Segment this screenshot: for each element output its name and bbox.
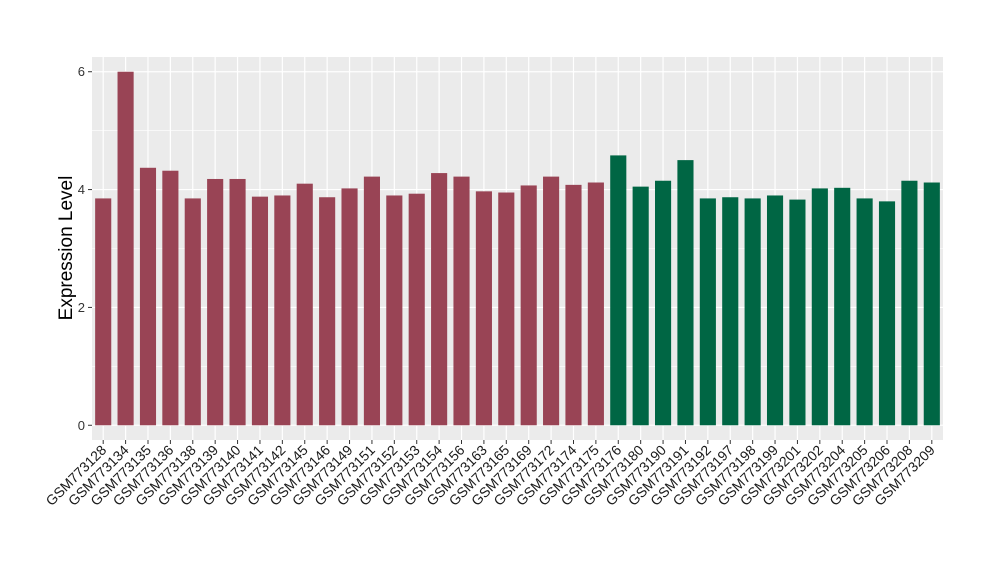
bar-GSM773191: [677, 160, 694, 426]
bar-GSM773205: [856, 198, 873, 426]
bar-GSM773140: [229, 178, 246, 426]
bar-GSM773139: [207, 178, 224, 426]
bar-GSM773145: [296, 183, 313, 426]
bar-GSM773199: [766, 195, 784, 426]
bar-GSM773206: [878, 201, 896, 426]
bar-GSM773142: [274, 195, 291, 426]
bar-GSM773152: [386, 195, 403, 426]
y-tick-label: 2: [78, 300, 85, 315]
bar-GSM773165: [498, 192, 515, 426]
bar-GSM773180: [632, 186, 649, 426]
x-axis: GSM773128GSM773134GSM773135GSM773136GSM7…: [42, 440, 938, 509]
bar-GSM773198: [744, 198, 761, 426]
bar-GSM773174: [565, 184, 582, 426]
bar-GSM773151: [363, 176, 380, 426]
bar-GSM773209: [923, 182, 940, 426]
bar-GSM773204: [834, 187, 851, 426]
bar-GSM773190: [655, 180, 672, 426]
bar-GSM773128: [95, 198, 112, 426]
y-axis: 0 2 4 6: [78, 64, 92, 433]
bar-GSM773163: [475, 191, 492, 426]
bar-GSM773201: [789, 199, 806, 426]
bar-GSM773153: [408, 193, 425, 426]
bar-GSM773135: [139, 167, 157, 426]
bar-GSM773134: [117, 71, 134, 426]
bar-GSM773169: [520, 185, 537, 426]
bar-GSM773156: [453, 176, 470, 426]
bar-GSM773149: [341, 188, 358, 426]
bar-GSM773192: [699, 198, 716, 426]
y-axis-title: Expression Level: [56, 176, 77, 321]
y-tick-label: 4: [78, 182, 85, 197]
bar-GSM773146: [319, 197, 336, 426]
bars: [95, 71, 940, 426]
bar-GSM773154: [431, 173, 448, 426]
y-tick-label: 0: [78, 418, 85, 433]
bar-GSM773176: [610, 155, 627, 426]
bar-GSM773197: [722, 197, 739, 426]
bar-GSM773175: [587, 182, 604, 426]
bar-GSM773202: [811, 188, 828, 426]
y-tick-label: 6: [78, 64, 85, 79]
bar-GSM773172: [543, 176, 560, 426]
bar-GSM773208: [901, 180, 918, 426]
bar-GSM773138: [184, 198, 201, 426]
bar-GSM773136: [162, 170, 179, 426]
bar-GSM773141: [251, 196, 269, 426]
